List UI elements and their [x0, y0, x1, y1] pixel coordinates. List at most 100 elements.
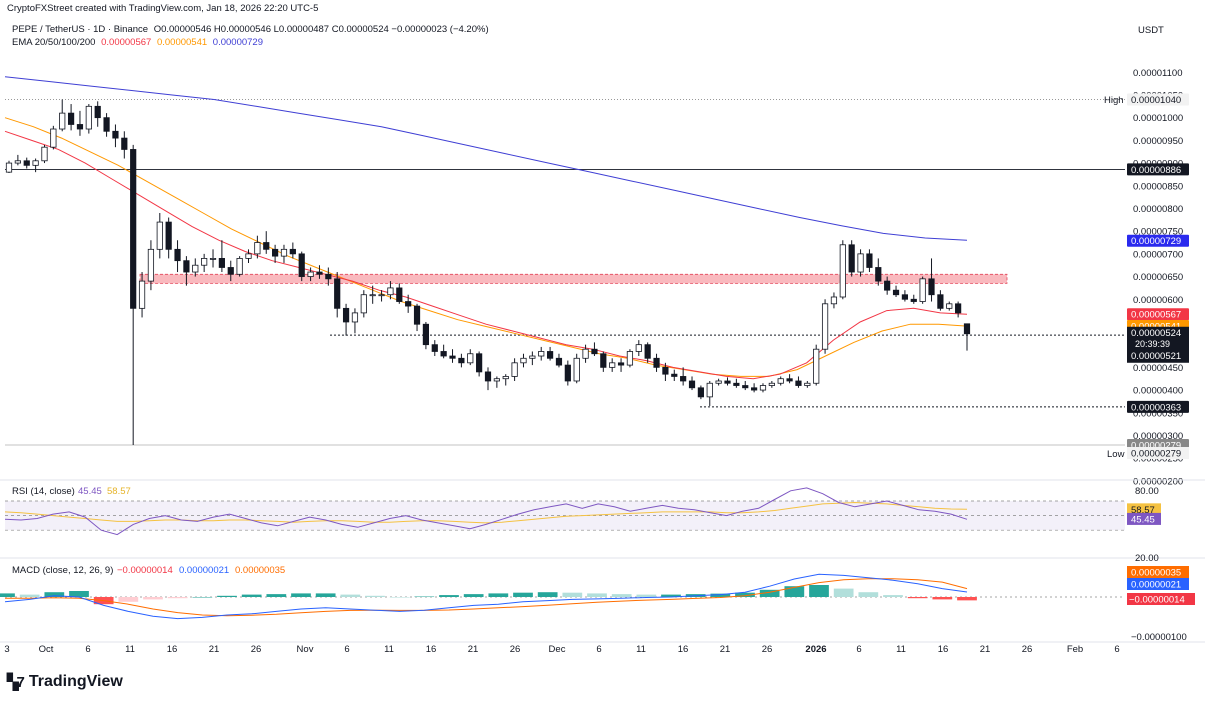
macd-histogram-bar: [143, 597, 163, 600]
macd-histogram-bar: [241, 594, 262, 597]
candle: [582, 348, 589, 359]
logo-text: TradingView: [28, 673, 123, 690]
ema200-tag-bg: [1127, 234, 1189, 247]
level-279-tag: 0.00000279: [1131, 441, 1181, 452]
rsi-ma-tag: 58.57: [1131, 505, 1155, 516]
candle: [928, 278, 935, 296]
macd-histogram-bar: [69, 591, 89, 597]
ema200-line: [4, 76, 968, 241]
macd-histogram-bar: [957, 597, 977, 601]
price-tick-label: 0.00000450: [1133, 363, 1183, 374]
rsi-tick-20: 20.00: [1135, 553, 1159, 564]
candle: [201, 258, 208, 266]
candle: [227, 267, 234, 275]
candle: [23, 160, 30, 166]
macd-tag2-bg: [1127, 578, 1189, 590]
candle: [901, 294, 909, 300]
time-axis-label: 6: [85, 644, 90, 655]
candle: [369, 294, 376, 297]
candle: [405, 301, 412, 307]
candle: [848, 244, 855, 273]
macd-histogram-bar: [0, 593, 15, 597]
price-tick-label: 0.00000650: [1133, 272, 1183, 283]
candle: [458, 357, 465, 364]
rsi-tag-bg: [1127, 512, 1161, 525]
candle: [671, 373, 678, 377]
candle: [609, 362, 616, 368]
candle: [396, 287, 403, 302]
macd-histogram-bar: [463, 594, 484, 597]
candle: [138, 280, 146, 309]
candle: [59, 112, 66, 130]
macd-histogram-bar: [488, 593, 509, 597]
candle: [555, 357, 563, 366]
low-value-tag: 0.00000279: [1131, 449, 1181, 460]
tradingview-logo[interactable]: ▚7 TradingView: [7, 671, 123, 693]
candle: [351, 312, 359, 323]
candle: [112, 130, 119, 139]
macd-histogram-bar: [710, 593, 731, 597]
candle: [777, 378, 784, 384]
macd-histogram-bar: [833, 588, 854, 597]
signal-value: 0.00000021: [179, 565, 229, 576]
macd-histogram-bar: [315, 593, 336, 597]
candle: [236, 258, 243, 275]
candle: [919, 278, 926, 302]
candle: [644, 344, 651, 359]
candle: [813, 348, 820, 384]
high-label: High: [1104, 95, 1124, 106]
macd-histogram-bar: [883, 595, 903, 597]
time-axis-label: 11: [125, 644, 135, 655]
macd-histogram-bar: [661, 594, 681, 597]
created-by-text: CryptoFXStreet created with TradingView.…: [7, 3, 319, 14]
tradingview-icon: ▚7: [7, 674, 25, 691]
symbol-label[interactable]: PEPE / TetherUS · 1D · Binance: [12, 24, 149, 35]
candle: [875, 267, 882, 282]
ema-label[interactable]: EMA 20/50/100/200: [12, 37, 96, 48]
macd-histogram-bar: [809, 585, 829, 597]
candle: [422, 323, 430, 346]
price-tick-label: 0.00000300: [1133, 431, 1183, 442]
time-axis-label: 6: [1114, 644, 1119, 655]
ema20-value: 0.00000567: [101, 37, 152, 48]
macd-histogram-bar: [562, 592, 583, 597]
candle: [821, 303, 829, 350]
macd-histogram-bar: [611, 594, 632, 597]
macd-histogram-bar: [365, 595, 385, 597]
candle: [307, 271, 314, 277]
macd-histogram-bar: [266, 594, 287, 597]
macd-tag-macd: −0.00000014: [1129, 595, 1185, 606]
ema200-value: 0.00000729: [212, 37, 263, 48]
time-axis-label: Dec: [549, 644, 566, 655]
macd-histogram-bar: [858, 592, 879, 597]
time-axis-label: Nov: [297, 644, 314, 655]
macd-histogram-bar: [192, 597, 213, 598]
candle: [617, 362, 625, 366]
ema20-tag-bg: [1127, 308, 1189, 321]
low-label: Low: [1107, 449, 1125, 460]
candle: [573, 357, 580, 382]
rsi-tick-80: 80.00: [1135, 486, 1159, 497]
candle: [591, 348, 598, 355]
candle: [688, 380, 696, 389]
time-axis-label: 11: [636, 644, 646, 655]
candle: [963, 323, 971, 335]
macd-histogram-bar: [340, 594, 361, 597]
time-axis-label: 26: [1022, 644, 1033, 655]
candle: [680, 376, 687, 382]
time-axis-label: 26: [762, 644, 773, 655]
macd-histogram-bar: [217, 595, 237, 597]
macd-signal-line: [5, 578, 968, 617]
candle: [387, 287, 394, 296]
candle: [795, 380, 802, 386]
time-axis-label: 3: [4, 644, 9, 655]
candle: [538, 351, 545, 357]
candle: [635, 344, 642, 352]
candle: [50, 128, 57, 148]
candle: [467, 353, 474, 364]
macd-histogram-bar: [784, 586, 805, 597]
rsi-label: RSI (14, close): [12, 486, 75, 497]
countdown-tag: 20:39:39: [1135, 339, 1170, 349]
candle: [85, 105, 92, 130]
